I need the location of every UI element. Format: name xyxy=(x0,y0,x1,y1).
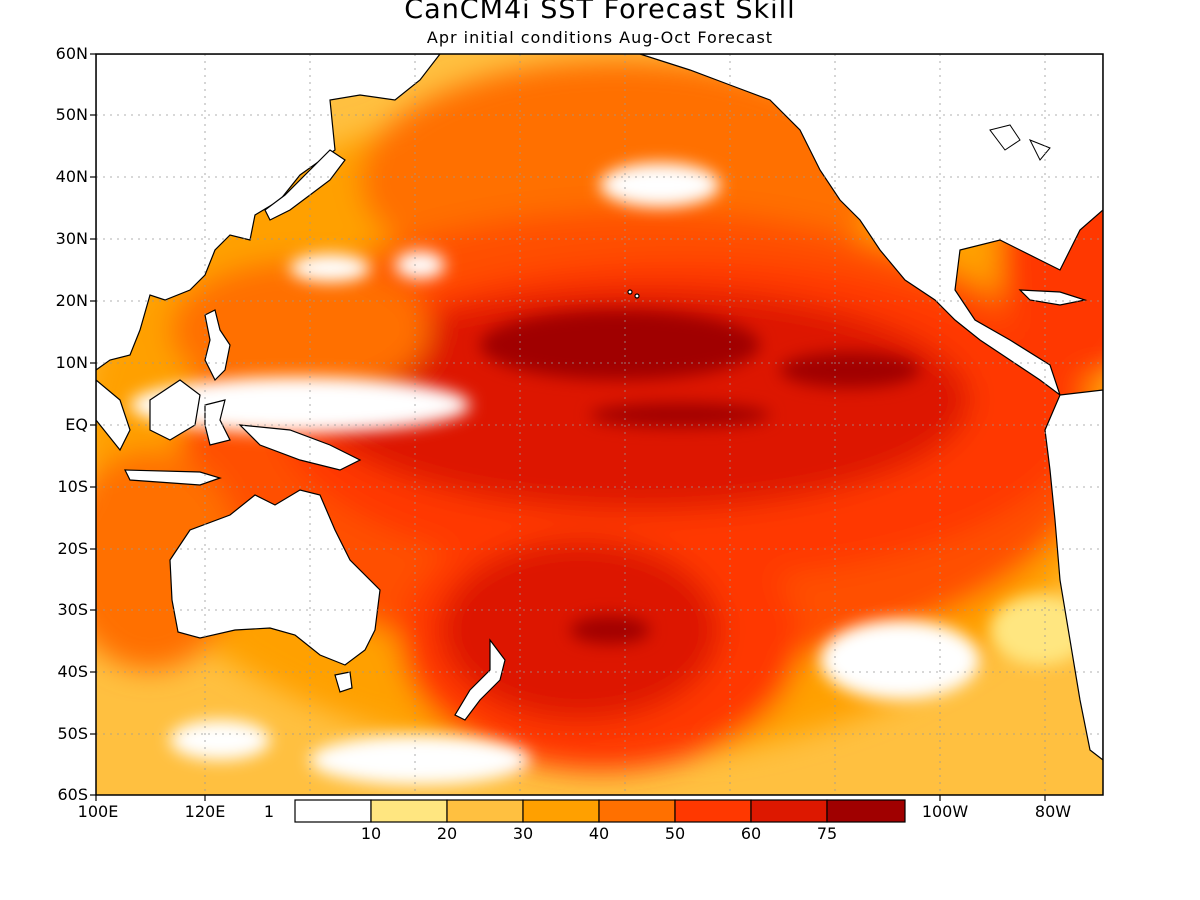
axis-ticks xyxy=(90,53,1046,801)
land-masses xyxy=(96,54,1103,761)
colorbar-label-30: 30 xyxy=(512,824,534,843)
skill-field xyxy=(96,54,1103,795)
colorbar-label-20: 20 xyxy=(436,824,458,843)
colorbar-label-75: 75 xyxy=(816,824,838,843)
lon-label-120e: 120E xyxy=(184,802,226,821)
graticule xyxy=(96,54,1103,795)
lon-label-100e: 100E xyxy=(77,802,119,821)
colorbar-label-10: 10 xyxy=(360,824,382,843)
colorbar-label-50: 50 xyxy=(664,824,686,843)
lat-label-40s: 40S xyxy=(57,662,88,681)
colorbar-swatch-4 xyxy=(598,799,676,823)
colorbar-swatch-0 xyxy=(294,799,372,823)
lat-label-60s: 60S xyxy=(57,785,88,804)
colorbar-swatch-3 xyxy=(522,799,600,823)
lat-label-50n: 50N xyxy=(55,105,88,124)
colorbar-swatch-5 xyxy=(674,799,752,823)
lat-label-50s: 50S xyxy=(57,724,88,743)
colorbar xyxy=(294,799,906,823)
lat-label-30n: 30N xyxy=(55,229,88,248)
lat-label-40n: 40N xyxy=(55,167,88,186)
lat-label-10n: 10N xyxy=(55,353,88,372)
lon-label-100w: 100W xyxy=(921,802,969,821)
colorbar-swatch-1 xyxy=(370,799,448,823)
colorbar-swatch-2 xyxy=(446,799,524,823)
lat-label-20s: 20S xyxy=(57,539,88,558)
lat-label-10s: 10S xyxy=(57,477,88,496)
lon-label-80w: 80W xyxy=(1034,802,1072,821)
lat-label-30s: 30S xyxy=(57,600,88,619)
lat-label-60n: 60N xyxy=(55,44,88,63)
map-subtitle: Apr initial conditions Aug-Oct Forecast xyxy=(426,28,774,47)
colorbar-swatch-7 xyxy=(826,799,906,823)
colorbar-label-40: 40 xyxy=(588,824,610,843)
lat-label-eq: EQ xyxy=(65,415,88,434)
colorbar-label-60: 60 xyxy=(740,824,762,843)
lon-label-partial: 1 xyxy=(263,802,275,821)
lat-label-20n: 20N xyxy=(55,291,88,310)
colorbar-swatch-6 xyxy=(750,799,828,823)
map-title: CanCM4i SST Forecast Skill xyxy=(404,0,796,25)
